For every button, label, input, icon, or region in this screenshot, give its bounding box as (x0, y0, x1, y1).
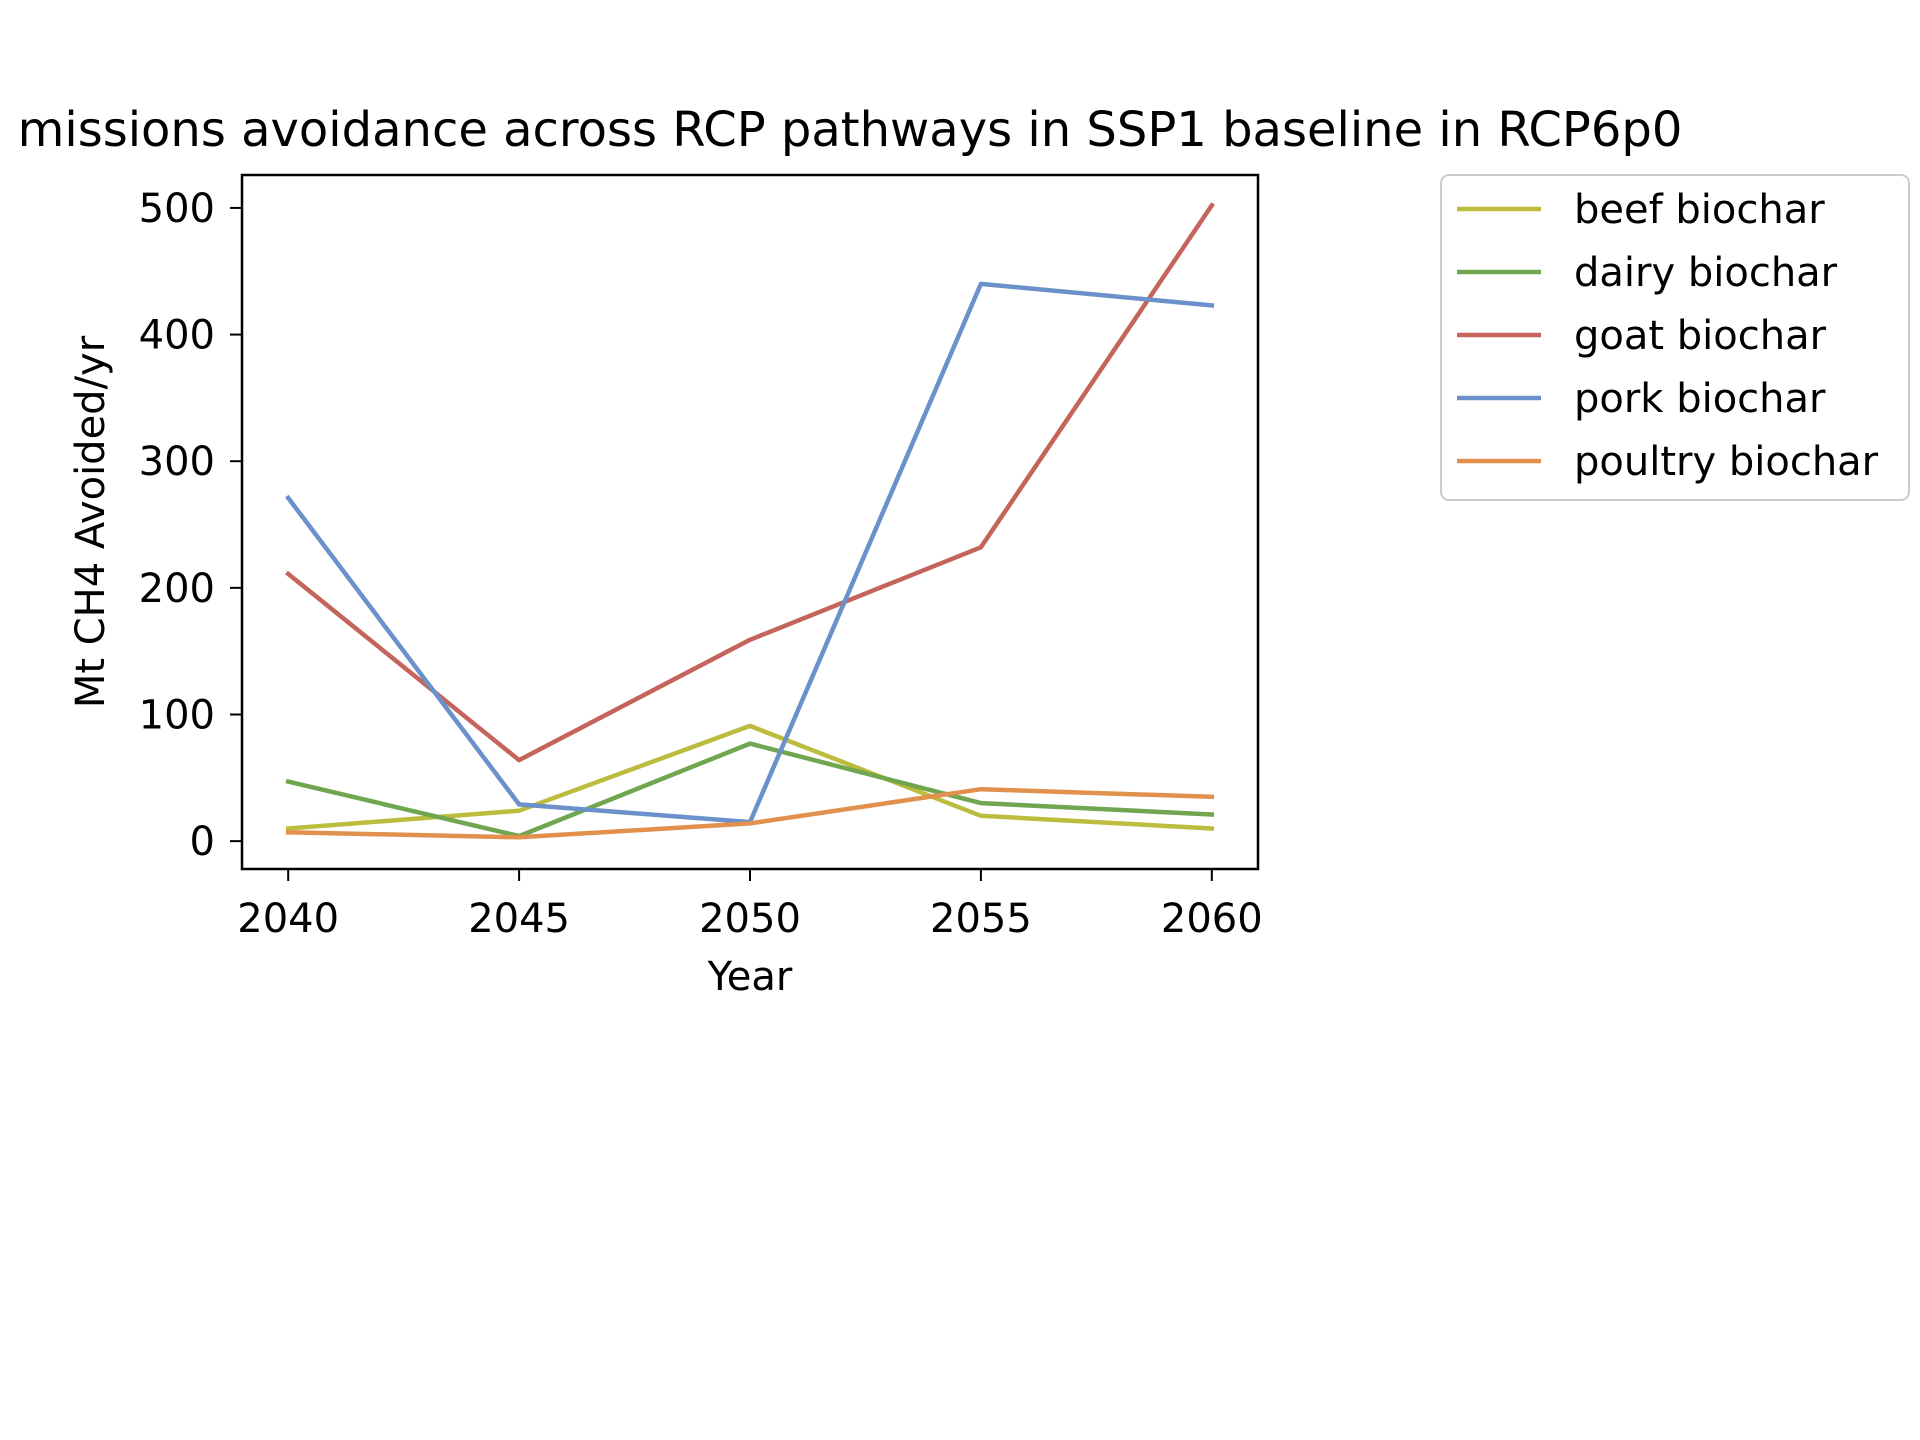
y-tick-label: 200 (139, 566, 215, 612)
x-tick-label: 2060 (1161, 896, 1263, 942)
legend-label: goat biochar (1574, 313, 1827, 359)
y-axis-label: Mt CH4 Avoided/yr (68, 335, 114, 708)
y-axis: 0 100 200 300 400 500 (139, 186, 242, 865)
x-axis-label: Year (707, 954, 793, 1000)
y-tick-label: 0 (190, 819, 215, 865)
series-line-dairy-biochar (285, 741, 1215, 839)
legend-items: beef biochar dairy biochar goat biochar por… (1457, 187, 1879, 485)
legend-label: pork biochar (1574, 376, 1826, 422)
x-axis: 2040 2045 2050 2055 2060 (237, 869, 1263, 942)
y-tick-label: 400 (139, 313, 215, 359)
series-line-goat-biochar (285, 202, 1215, 763)
x-tick-label: 2050 (699, 896, 801, 942)
legend: beef biochar dairy biochar goat biochar por… (1440, 174, 1910, 501)
x-tick-label: 2040 (237, 896, 339, 942)
y-tick-label: 300 (139, 439, 215, 485)
x-tick-label: 2045 (468, 896, 570, 942)
chart-title: missions avoidance across RCP pathways i… (18, 102, 1683, 158)
legend-frame (1440, 174, 1910, 501)
series-line-poultry-biochar (285, 786, 1215, 840)
legend-label: poultry biochar (1574, 439, 1879, 485)
x-tick-label: 2055 (930, 896, 1032, 942)
plot-lines (285, 202, 1215, 840)
legend-label: beef biochar (1574, 187, 1825, 233)
y-tick-label: 100 (139, 692, 215, 738)
y-tick-label: 500 (139, 186, 215, 232)
legend-label: dairy biochar (1574, 250, 1838, 296)
plot-frame (240, 173, 1260, 871)
